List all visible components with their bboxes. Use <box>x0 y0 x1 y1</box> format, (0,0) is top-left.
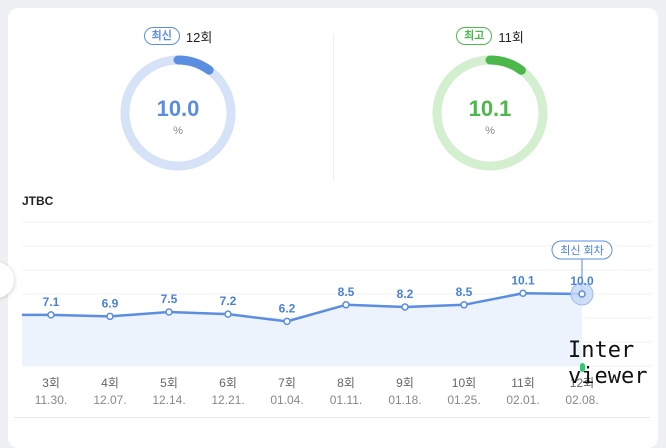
x-tick-episode: 6회 <box>219 376 237 390</box>
data-label: 10.1 <box>511 273 535 287</box>
data-label: 6.2 <box>279 301 296 315</box>
latest-rating-value: 10.0 <box>156 96 200 121</box>
series-area <box>22 293 582 366</box>
data-point <box>47 311 55 319</box>
x-tick-episode: 4회 <box>101 376 119 390</box>
x-tick-episode: 7회 <box>278 376 296 390</box>
best-rating-value: 10.1 <box>468 96 512 121</box>
latest-callout-box <box>551 240 613 260</box>
data-label: 8.5 <box>456 285 473 299</box>
latest-badge: 최신 <box>143 27 180 45</box>
x-tick-date: 02.01. <box>506 393 539 407</box>
x-tick-episode: 9회 <box>396 376 414 390</box>
data-point <box>106 312 114 321</box>
latest-callout-label: 최신 회차 <box>560 244 604 257</box>
x-tick-date: 12.07. <box>93 393 126 407</box>
x-tick-date: 01.25. <box>447 393 480 407</box>
best-episode: 11회 <box>498 29 524 45</box>
x-tick-date: 11.30. <box>35 393 67 407</box>
x-tick-episode: 10회 <box>452 376 476 390</box>
data-label: 10.0 <box>570 274 594 288</box>
data-label: 7.5 <box>161 292 178 306</box>
latest-episode: 12회 <box>185 29 213 45</box>
latest-rating-header: 최신 12회 <box>98 26 258 46</box>
x-tick-episode: 8회 <box>337 376 355 390</box>
side-handle[interactable] <box>0 262 14 298</box>
x-tick-date: 01.18. <box>388 393 421 407</box>
data-label: 7.2 <box>220 294 237 308</box>
data-label: 8.2 <box>397 287 414 301</box>
rating-card: 최신 12회 10.0 % 최고 11회 10.1 % JTBC <box>8 8 658 448</box>
x-tick-episode: 11회 <box>511 376 535 390</box>
x-tick-episode: 5회 <box>160 376 178 390</box>
data-point <box>342 301 350 309</box>
data-point <box>578 290 586 298</box>
rating-line-chart: 최신 회차 7.1 3회 11.30. 6.9 4회 12.07. 7.5 5회 12.14. 7.… <box>22 221 652 407</box>
data-label: 7.1 <box>43 295 60 309</box>
channel-label: JTBC <box>22 194 54 208</box>
best-rating-ring <box>432 55 548 171</box>
watermark: Inter viewer <box>568 338 660 394</box>
x-tick-episode: 3회 <box>42 376 60 390</box>
best-badge: 최고 <box>456 27 493 45</box>
data-point <box>460 301 468 309</box>
x-tick-date: 02.08. <box>565 393 598 407</box>
best-rating-unit: % <box>485 125 495 137</box>
x-tick-date: 01.11. <box>330 393 362 407</box>
x-tick-episode: 12회 <box>570 376 594 390</box>
x-tick-date: 12.21. <box>211 393 244 407</box>
x-tick-date: 01.04. <box>270 393 303 407</box>
data-point <box>283 317 291 326</box>
data-label: 8.5 <box>338 285 355 299</box>
latest-rating-unit: % <box>173 125 183 137</box>
latest-rating-ring <box>120 55 236 171</box>
watermark-dot <box>580 363 585 372</box>
data-point <box>165 308 173 316</box>
best-rating: 최고 11회 10.1 % <box>410 26 570 186</box>
latest-rating: 최신 12회 10.0 % <box>98 26 258 186</box>
bottom-divider <box>14 417 650 418</box>
divider <box>333 34 334 180</box>
watermark-line-1: Inter <box>568 338 635 363</box>
best-rating-header: 최고 11회 <box>410 26 570 46</box>
x-tick-date: 12.14. <box>152 393 185 407</box>
data-label: 6.9 <box>102 296 119 310</box>
data-point <box>224 310 232 318</box>
data-point <box>519 289 527 298</box>
data-point <box>401 303 409 311</box>
